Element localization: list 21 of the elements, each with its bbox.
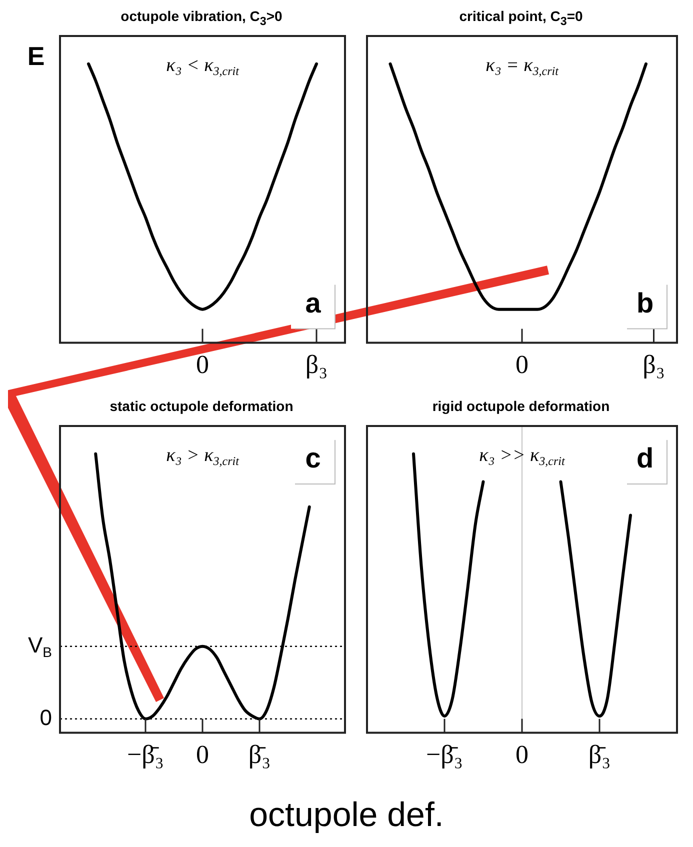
annotation: d xyxy=(636,442,654,474)
chart-title: octupole vibration, C$_{3}$>0 xyxy=(120,8,284,30)
chart-title: static octupole deformation xyxy=(108,398,294,416)
x-tick-label: 0 xyxy=(516,350,528,380)
chart-title: rigid octupole deformation xyxy=(431,398,611,416)
x-tick-label: −β̄₃ xyxy=(127,740,164,770)
x-tick-label: 0 xyxy=(196,350,209,380)
y-axis-title: E xyxy=(27,41,45,72)
x-tick-label: −β̄₃ xyxy=(426,740,463,770)
x-tick-label: β₃ xyxy=(642,350,665,380)
x-axis-title: octupole def. xyxy=(248,796,445,835)
x-tick-label: β̄₃ xyxy=(248,740,271,770)
annotation: c xyxy=(305,442,321,474)
chart-title: critical point, C$_{3}$=0 xyxy=(458,8,584,30)
x-tick-label: β₃ xyxy=(305,350,328,380)
annotation: a xyxy=(305,288,322,319)
ref-line-label: 0 xyxy=(40,704,52,730)
x-tick-label: 0 xyxy=(516,740,528,770)
annotation: b xyxy=(636,288,654,319)
x-tick-label: 0 xyxy=(196,740,209,770)
x-tick-label: β̄₃ xyxy=(588,740,611,770)
